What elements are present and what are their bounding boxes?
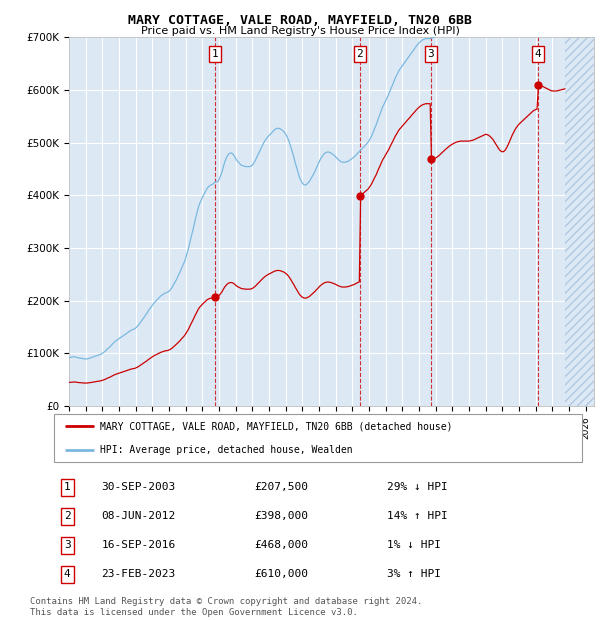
Text: £468,000: £468,000: [254, 541, 308, 551]
Text: Contains HM Land Registry data © Crown copyright and database right 2024.
This d: Contains HM Land Registry data © Crown c…: [30, 598, 422, 617]
Text: 1: 1: [211, 49, 218, 59]
Text: 4: 4: [535, 49, 541, 59]
Text: MARY COTTAGE, VALE ROAD, MAYFIELD, TN20 6BB: MARY COTTAGE, VALE ROAD, MAYFIELD, TN20 …: [128, 14, 472, 27]
Text: 2: 2: [64, 512, 71, 521]
Text: HPI: Average price, detached house, Wealden: HPI: Average price, detached house, Weal…: [100, 445, 353, 455]
Text: MARY COTTAGE, VALE ROAD, MAYFIELD, TN20 6BB (detached house): MARY COTTAGE, VALE ROAD, MAYFIELD, TN20 …: [100, 421, 453, 431]
FancyBboxPatch shape: [54, 414, 582, 462]
Text: 3: 3: [427, 49, 434, 59]
Text: 30-SEP-2003: 30-SEP-2003: [101, 482, 176, 492]
Text: 3% ↑ HPI: 3% ↑ HPI: [386, 570, 440, 580]
Text: 23-FEB-2023: 23-FEB-2023: [101, 570, 176, 580]
Text: 3: 3: [64, 541, 71, 551]
Bar: [565, 37, 594, 406]
Text: 4: 4: [64, 570, 71, 580]
Text: 1% ↓ HPI: 1% ↓ HPI: [386, 541, 440, 551]
Text: £398,000: £398,000: [254, 512, 308, 521]
Text: 14% ↑ HPI: 14% ↑ HPI: [386, 512, 448, 521]
Text: 29% ↓ HPI: 29% ↓ HPI: [386, 482, 448, 492]
Text: 16-SEP-2016: 16-SEP-2016: [101, 541, 176, 551]
Text: 2: 2: [356, 49, 363, 59]
Text: 1: 1: [64, 482, 71, 492]
Text: Price paid vs. HM Land Registry's House Price Index (HPI): Price paid vs. HM Land Registry's House …: [140, 26, 460, 36]
Text: £207,500: £207,500: [254, 482, 308, 492]
Text: 08-JUN-2012: 08-JUN-2012: [101, 512, 176, 521]
Text: £610,000: £610,000: [254, 570, 308, 580]
